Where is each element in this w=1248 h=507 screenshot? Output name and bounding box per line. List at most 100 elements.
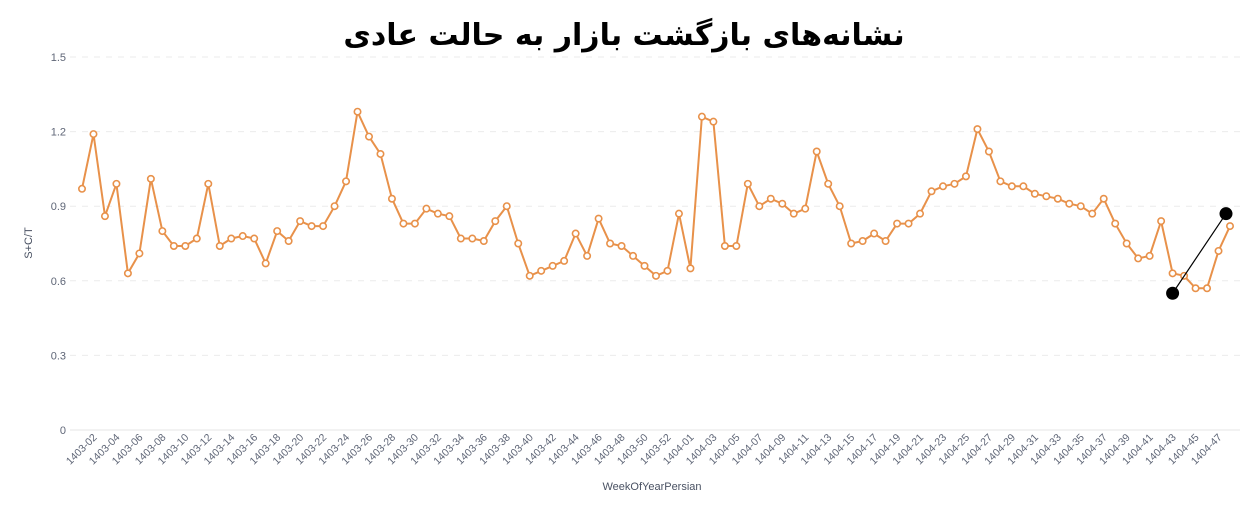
data-point xyxy=(146,174,155,183)
data-point xyxy=(445,212,454,221)
data-point xyxy=(961,172,970,181)
data-point xyxy=(812,147,821,156)
data-point xyxy=(950,179,959,188)
data-point xyxy=(112,179,121,188)
data-point xyxy=(468,234,477,243)
data-point xyxy=(571,229,580,238)
data-point xyxy=(491,217,500,226)
data-point xyxy=(387,194,396,203)
data-point xyxy=(916,209,925,218)
y-tick-label: 0.9 xyxy=(51,201,66,213)
data-point xyxy=(893,219,902,228)
data-point xyxy=(1019,182,1028,191)
data-point xyxy=(870,229,879,238)
data-point xyxy=(1030,189,1039,198)
data-point xyxy=(479,237,488,246)
data-point xyxy=(674,209,683,218)
data-point xyxy=(720,241,729,250)
data-point xyxy=(881,237,890,246)
x-axis-ticks: 1403-021403-041403-061403-081403-101403-… xyxy=(64,432,1225,468)
data-point xyxy=(1076,202,1085,211)
y-tick-label: 0.6 xyxy=(51,276,66,288)
data-point xyxy=(1007,182,1016,191)
data-point xyxy=(1099,194,1108,203)
data-point xyxy=(629,251,638,260)
y-tick-label: 0.3 xyxy=(51,350,66,362)
data-point xyxy=(927,187,936,196)
grid xyxy=(70,56,1240,431)
data-point xyxy=(1065,199,1074,208)
data-point xyxy=(996,177,1005,186)
trend-line xyxy=(1172,213,1227,294)
data-point xyxy=(732,241,741,250)
data-point xyxy=(227,234,236,243)
data-point xyxy=(1214,246,1223,255)
data-point xyxy=(1042,192,1051,201)
data-point xyxy=(743,179,752,188)
data-point xyxy=(307,222,316,231)
data-point xyxy=(284,237,293,246)
y-axis-ticks: 0 0.3 0.6 0.9 1.2 1.5 xyxy=(51,52,66,437)
data-point xyxy=(583,251,592,260)
y-axis-label: S+C/T xyxy=(23,227,35,259)
data-point xyxy=(422,204,431,213)
data-point xyxy=(456,234,465,243)
data-point xyxy=(904,219,913,228)
data-point xyxy=(1134,254,1143,263)
y-tick-label: 1.5 xyxy=(51,52,66,64)
trend-start-marker xyxy=(1166,286,1180,300)
data-point xyxy=(984,147,993,156)
data-point xyxy=(78,184,87,193)
data-point xyxy=(1088,209,1097,218)
data-point xyxy=(169,241,178,250)
data-point xyxy=(502,202,511,211)
data-point xyxy=(192,234,201,243)
data-point xyxy=(1203,284,1212,293)
data-point xyxy=(1168,269,1177,278)
data-point xyxy=(686,264,695,273)
data-point xyxy=(514,239,523,248)
y-tick-label: 1.2 xyxy=(51,127,66,139)
y-tick-label: 0 xyxy=(60,425,66,437)
data-point xyxy=(353,107,362,116)
data-point xyxy=(617,241,626,250)
data-point xyxy=(89,130,98,139)
x-axis-label: WeekOfYearPersian xyxy=(602,481,701,493)
data-point xyxy=(973,125,982,134)
data-point xyxy=(399,219,408,228)
data-point xyxy=(1145,251,1154,260)
data-point xyxy=(123,269,132,278)
data-point xyxy=(261,259,270,268)
data-point xyxy=(319,222,328,231)
data-point xyxy=(1111,219,1120,228)
data-point xyxy=(789,209,798,218)
data-point xyxy=(215,241,224,250)
data-point xyxy=(1191,284,1200,293)
data-point xyxy=(330,202,339,211)
data-point xyxy=(342,177,351,186)
data-point xyxy=(801,204,810,213)
data-point xyxy=(938,182,947,191)
data-point xyxy=(158,227,167,236)
data-point xyxy=(560,256,569,265)
data-point xyxy=(1226,222,1235,231)
data-point xyxy=(433,209,442,218)
data-point xyxy=(273,227,282,236)
data-point xyxy=(135,249,144,258)
data-point xyxy=(364,132,373,141)
data-point xyxy=(250,234,259,243)
data-point xyxy=(651,271,660,280)
data-point xyxy=(410,219,419,228)
data-point xyxy=(376,149,385,158)
data-point xyxy=(778,199,787,208)
data-point xyxy=(663,266,672,275)
annotation xyxy=(1166,207,1233,300)
data-point xyxy=(640,261,649,270)
data-point xyxy=(847,239,856,248)
data-point xyxy=(766,194,775,203)
data-point xyxy=(606,239,615,248)
data-point xyxy=(100,212,109,221)
data-point xyxy=(755,202,764,211)
series-points xyxy=(78,107,1235,293)
data-point xyxy=(697,112,706,121)
